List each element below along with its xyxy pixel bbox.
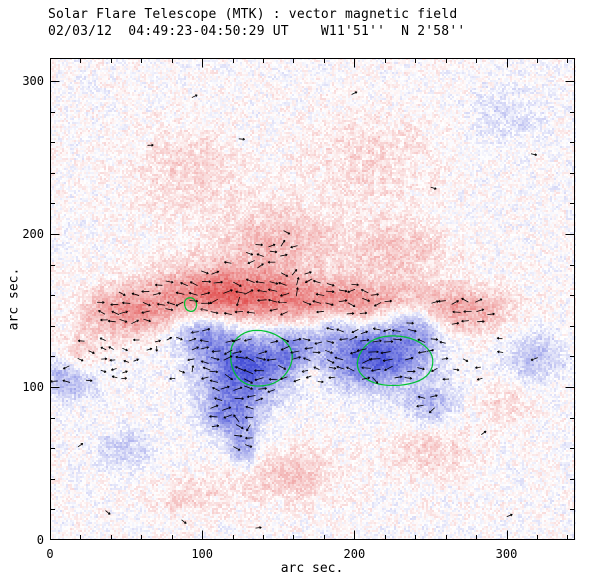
x-tick-label: 0 [46,547,54,561]
x-axis-label: arc sec. [280,561,344,576]
magnetogram-canvas [50,58,576,540]
plot-area [50,58,576,540]
x-tick-label: 100 [191,547,214,561]
plot-subtitle: 02/03/12 04:49:23-04:50:29 UT W11'51'' N… [48,24,466,39]
plot-title: Solar Flare Telescope (MTK) : vector mag… [48,7,458,22]
y-axis-label: arc sec. [6,267,22,331]
y-tick-label: 0 [36,533,44,547]
y-tick-label: 200 [22,226,44,241]
y-tick-label: 100 [22,379,44,394]
x-tick-label: 200 [343,547,366,561]
y-tick-label: 300 [22,73,44,88]
x-tick-label: 300 [495,547,518,561]
